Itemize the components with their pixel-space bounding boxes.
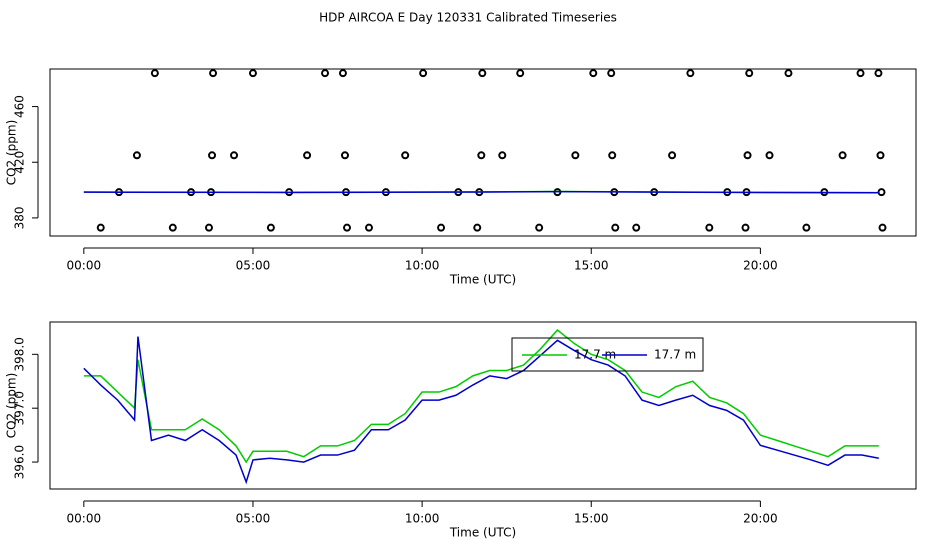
- x-tick-label: 00:00: [67, 512, 102, 526]
- data-point: [498, 151, 507, 160]
- x-tick-label: 00:00: [67, 259, 102, 273]
- series-line: [83, 190, 879, 194]
- y-tick-label: 397.0: [13, 391, 27, 425]
- data-point: [741, 223, 750, 232]
- data-point: [765, 151, 774, 160]
- x-tick-label: 05:00: [236, 512, 271, 526]
- y-tick-label: 460: [13, 95, 27, 118]
- data-point: [589, 69, 598, 78]
- data-point: [876, 151, 885, 160]
- data-point: [401, 151, 410, 160]
- x-axis-label: Time (UTC): [449, 526, 516, 540]
- data-point: [477, 151, 486, 160]
- data-point: [856, 69, 865, 78]
- data-point: [340, 151, 349, 160]
- data-point: [784, 69, 793, 78]
- legend-box: [511, 337, 704, 372]
- data-point: [473, 223, 482, 232]
- y-tick-label: 396.0: [13, 445, 27, 479]
- data-point: [874, 69, 883, 78]
- data-point: [343, 223, 352, 232]
- data-point: [571, 151, 580, 160]
- y-axis-label: CO2 (ppm): [5, 120, 19, 186]
- data-point: [838, 151, 847, 160]
- data-point: [743, 151, 752, 160]
- data-point: [338, 69, 347, 78]
- data-point: [168, 223, 177, 232]
- data-point: [878, 223, 887, 232]
- data-point: [419, 69, 428, 78]
- data-point: [96, 223, 105, 232]
- legend-label: 17.7 m: [654, 348, 696, 362]
- legend-label: 17.7 m: [574, 348, 616, 362]
- x-axis-label: Time (UTC): [449, 273, 516, 287]
- data-point: [802, 223, 811, 232]
- x-tick-label: 20:00: [743, 512, 778, 526]
- y-axis-label: CO2 (ppm): [5, 373, 19, 439]
- data-point: [632, 223, 641, 232]
- data-point: [208, 151, 217, 160]
- y-tick-label: 420: [13, 151, 27, 174]
- series-line: [83, 329, 879, 464]
- y-tick-label: 398.0: [13, 337, 27, 371]
- y-tick-label: 380: [13, 206, 27, 229]
- data-point: [516, 69, 525, 78]
- series-line: [83, 336, 879, 485]
- x-tick-label: 15:00: [574, 512, 609, 526]
- x-tick-label: 10:00: [405, 512, 440, 526]
- data-point: [478, 69, 487, 78]
- data-point: [150, 69, 159, 78]
- plot-frame: [49, 321, 917, 490]
- data-point: [437, 223, 446, 232]
- data-point: [608, 151, 617, 160]
- data-point: [611, 223, 620, 232]
- data-point: [303, 151, 312, 160]
- x-tick-label: 20:00: [743, 259, 778, 273]
- data-point: [204, 223, 213, 232]
- data-point: [535, 223, 544, 232]
- x-tick-label: 15:00: [574, 259, 609, 273]
- data-point: [132, 151, 141, 160]
- data-point: [364, 223, 373, 232]
- data-point: [686, 69, 695, 78]
- data-point: [230, 151, 239, 160]
- page-title: HDP AIRCOA E Day 120331 Calibrated Times…: [319, 11, 617, 25]
- data-point: [705, 223, 714, 232]
- x-tick-label: 05:00: [236, 259, 271, 273]
- data-point: [209, 69, 218, 78]
- data-point: [607, 69, 616, 78]
- data-point: [266, 223, 275, 232]
- data-point: [745, 69, 754, 78]
- data-point: [248, 69, 257, 78]
- data-point: [321, 69, 330, 78]
- x-tick-label: 10:00: [405, 259, 440, 273]
- plot-frame: [49, 68, 917, 237]
- data-point: [668, 151, 677, 160]
